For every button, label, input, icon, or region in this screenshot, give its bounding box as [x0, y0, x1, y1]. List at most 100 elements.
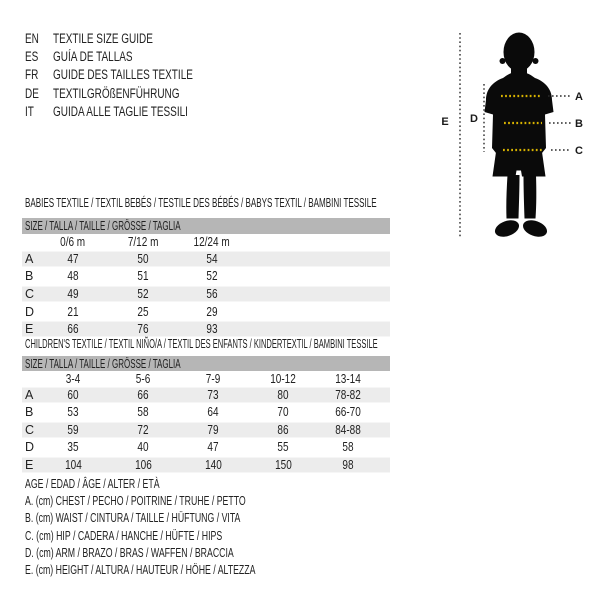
- table-row: E 66 76 93: [22, 320, 390, 338]
- cell: 52: [206, 269, 218, 284]
- column-header: 7-9: [205, 371, 221, 386]
- column-header: 10-12: [270, 371, 296, 386]
- cell: 35: [67, 440, 79, 455]
- language-list: EN TEXTILE SIZE GUIDE ES GUÍA DE TALLAS …: [25, 29, 242, 120]
- measure-label-d: D: [470, 113, 478, 125]
- measure-label-e: E: [441, 116, 448, 128]
- row-label: E: [25, 322, 34, 337]
- row-label: E: [25, 457, 34, 472]
- table-row: A 47 50 54: [22, 250, 390, 268]
- cell: 66-70: [335, 405, 361, 420]
- cell: 25: [137, 304, 149, 319]
- cell: 104: [64, 457, 82, 472]
- hip-line-c: C: [503, 145, 583, 157]
- height-line-e: E: [441, 33, 461, 238]
- cell: 47: [207, 440, 219, 455]
- language-item-fr: FR GUIDE DES TAILLES TEXTILE: [25, 66, 242, 84]
- cell: 66: [67, 322, 79, 337]
- language-item-de: DE TEXTILGRÖßENFÜHRUNG: [25, 84, 242, 102]
- cell: 50: [137, 251, 149, 266]
- legend-item-chest: A. (cm) CHEST / PECHO / POITRINE / TRUHE…: [25, 493, 246, 508]
- measurement-legend: AGE / EDAD / ÂGE / ALTER / ETÀ A. (cm) C…: [25, 475, 354, 579]
- measure-label-a: A: [575, 91, 583, 103]
- cell: 48: [67, 269, 79, 284]
- cell: 106: [134, 457, 152, 472]
- row-label: D: [25, 304, 35, 319]
- table-row: E 104 106 140 150 98: [22, 456, 390, 474]
- cell: 52: [137, 286, 149, 301]
- language-item-it: IT GUIDA ALLE TAGLIE TESSILI: [25, 102, 242, 120]
- language-label: TEXTILE SIZE GUIDE: [53, 30, 153, 46]
- row-label: C: [25, 286, 35, 301]
- table-row: B 48 51 52: [22, 268, 390, 286]
- cell: 93: [206, 322, 218, 337]
- child-silhouette-figure: E D A B: [441, 32, 583, 238]
- language-code: ES: [25, 48, 39, 64]
- row-label: B: [25, 269, 34, 284]
- language-label: GUIDA ALLE TAGLIE TESSILI: [53, 103, 188, 119]
- legend-item-hip: C. (cm) HIP / CADERA / HANCHE / HÜFTE / …: [25, 528, 223, 543]
- cell: 66: [137, 387, 149, 402]
- measure-label-b: B: [575, 118, 583, 130]
- cell: 79: [207, 422, 219, 437]
- arm-line-d: D: [470, 84, 485, 152]
- children-section-title: CHILDREN'S TEXTILE / TEXTIL NIÑO/A / TEX…: [25, 337, 600, 351]
- language-label: GUIDE DES TAILLES TEXTILE: [53, 67, 193, 83]
- babies-section-title: BABIES TEXTILE / TEXTIL BEBÉS / TESTILE …: [25, 196, 592, 210]
- cell: 47: [67, 251, 79, 266]
- cell: 70: [277, 405, 289, 420]
- legend-item-waist: B. (cm) WAIST / CINTURA / TAILLE / HÜFTU…: [25, 511, 241, 526]
- row-label: A: [25, 251, 34, 266]
- cell: 40: [137, 440, 149, 455]
- cell: 98: [342, 457, 354, 472]
- cell: 53: [67, 405, 79, 420]
- cell: 84-88: [335, 422, 361, 437]
- language-item-en: EN TEXTILE SIZE GUIDE: [25, 29, 242, 47]
- cell: 51: [137, 269, 149, 284]
- cell: 21: [67, 304, 79, 319]
- table-row: C 59 72 79 86 84-88: [22, 421, 390, 439]
- cell: 49: [67, 286, 79, 301]
- row-label: C: [25, 422, 35, 437]
- language-code: FR: [25, 67, 39, 83]
- language-code: IT: [25, 103, 34, 119]
- cell: 72: [137, 422, 149, 437]
- column-header: 5-6: [135, 371, 151, 386]
- cell: 60: [67, 387, 79, 402]
- cell: 29: [206, 304, 218, 319]
- cell: 73: [207, 387, 219, 402]
- cell: 150: [274, 457, 292, 472]
- column-header: 12/24 m: [193, 235, 231, 249]
- language-label: TEXTILGRÖßENFÜHRUNG: [53, 85, 180, 101]
- size-header-text: SIZE / TALLA / TAILLE / GRÖSSE / TAGLIA: [25, 219, 181, 233]
- legend-age-text: AGE / EDAD / ÂGE / ALTER / ETÀ: [25, 476, 160, 491]
- column-header: 13-14: [335, 371, 361, 386]
- cell: 80: [277, 387, 289, 402]
- cell: 76: [137, 322, 149, 337]
- table-row: B 53 58 64 70 66-70: [22, 404, 390, 422]
- legend-item-height: E. (cm) HEIGHT / ALTURA / HAUTEUR / HÖHE…: [25, 563, 256, 578]
- babies-size-table: SIZE / TALLA / TAILLE / GRÖSSE / TAGLIA …: [22, 218, 390, 338]
- legend-item-arm: D. (cm) ARM / BRAZO / BRAS / WAFFEN / BR…: [25, 545, 234, 560]
- cell: 78-82: [335, 387, 361, 402]
- children-section-title-text: CHILDREN'S TEXTILE / TEXTIL NIÑO/A / TEX…: [25, 336, 378, 351]
- table-row: D 35 40 47 55 58: [22, 439, 390, 457]
- size-header-text: SIZE / TALLA / TAILLE / GRÖSSE / TAGLIA: [25, 356, 181, 371]
- babies-section-title-text: BABIES TEXTILE / TEXTIL BEBÉS / TESTILE …: [25, 195, 377, 210]
- cell: 140: [204, 457, 222, 472]
- cell: 59: [67, 422, 79, 437]
- table-row: A 60 66 73 80 78-82: [22, 386, 390, 404]
- table-row: C 49 52 56: [22, 285, 390, 303]
- size-header-bar: SIZE / TALLA / TAILLE / GRÖSSE / TAGLIA: [22, 356, 390, 371]
- cell: 55: [277, 440, 289, 455]
- children-size-table: SIZE / TALLA / TAILLE / GRÖSSE / TAGLIA …: [22, 356, 390, 474]
- babies-column-headers: 0/6 m 7/12 m 12/24 m: [22, 234, 390, 250]
- legend-age-line: AGE / EDAD / ÂGE / ALTER / ETÀ: [25, 475, 354, 492]
- waist-line-b: B: [504, 118, 583, 130]
- cell: 58: [137, 405, 149, 420]
- size-header-bar: SIZE / TALLA / TAILLE / GRÖSSE / TAGLIA: [22, 218, 390, 234]
- table-row: D 21 25 29: [22, 303, 390, 321]
- language-item-es: ES GUÍA DE TALLAS: [25, 47, 242, 65]
- cell: 54: [206, 251, 218, 266]
